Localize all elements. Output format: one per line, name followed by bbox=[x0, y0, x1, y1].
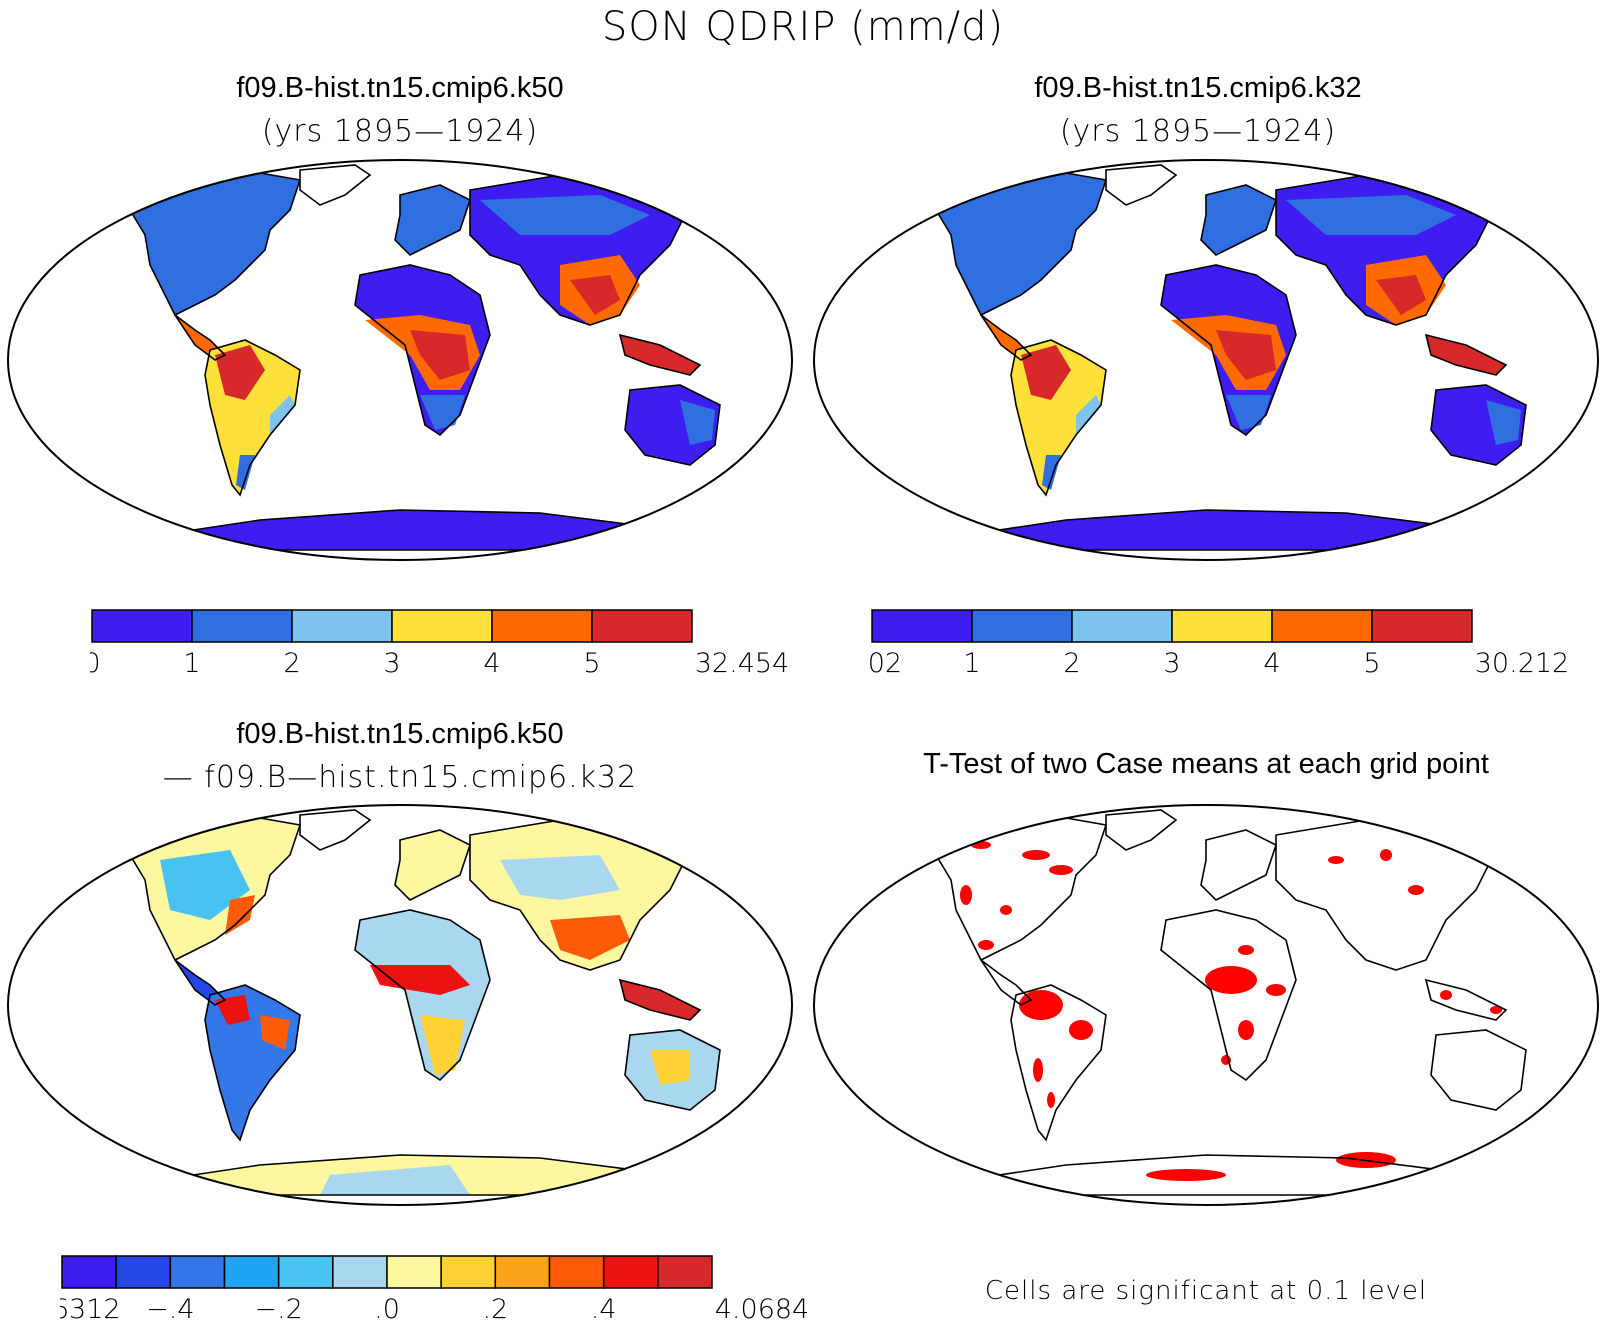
colorbar-tick-label: 3 bbox=[383, 648, 400, 679]
colorbar-box bbox=[491, 609, 593, 643]
colorbar-tick-label: .4 bbox=[591, 1294, 617, 1325]
panel1-map bbox=[0, 155, 800, 565]
panel4-title: T-Test of two Case means at each grid po… bbox=[923, 748, 1489, 780]
panel1-colorbar: 0 1 2 3 4 5 32.454 bbox=[90, 609, 789, 679]
colorbar-tick-label: 4.0684 bbox=[715, 1294, 809, 1325]
colorbar-box bbox=[494, 1255, 551, 1289]
colorbar-box bbox=[602, 1255, 659, 1289]
colorbar-tick-label: −.2 bbox=[254, 1294, 302, 1325]
colorbar-tick-label: 1 bbox=[963, 648, 980, 679]
panel4-significance-note: Cells are significant at 0.1 level bbox=[984, 1276, 1428, 1306]
colorbar-box bbox=[971, 609, 1073, 643]
panel1-subtitle: (yrs 1895—1924) bbox=[261, 114, 539, 149]
colorbar-tick-label: 32.454 bbox=[695, 648, 789, 679]
panel3-subtitle: — f09.B—hist.tn15.cmip6.k32 bbox=[162, 760, 638, 795]
colorbar-box bbox=[1271, 609, 1373, 643]
panel3-title: f09.B-hist.tn15.cmip6.k50 bbox=[236, 718, 564, 750]
panel2-subtitle: (yrs 1895—1924) bbox=[1059, 114, 1337, 149]
panel2-colorbar: .002 1 2 3 4 5 30.212 bbox=[870, 609, 1569, 679]
colorbar-tick-label: 3 bbox=[1163, 648, 1180, 679]
colorbar-box bbox=[169, 1255, 226, 1289]
colorbar-tick-label: 2 bbox=[1063, 648, 1080, 679]
colorbar-tick-label: 1 bbox=[183, 648, 200, 679]
colorbar-tick-label: 4 bbox=[1263, 648, 1280, 679]
colorbar-tick-label: .0 bbox=[374, 1294, 400, 1325]
panel3-colorbar: −2.6312 −.4 −.2 .0 .2 .4 4.0684 bbox=[60, 1255, 809, 1325]
panel4-map bbox=[806, 800, 1606, 1210]
colorbar-box bbox=[386, 1255, 442, 1289]
colorbar-tick-label: −2.6312 bbox=[60, 1294, 121, 1325]
colorbar-box bbox=[871, 609, 973, 643]
colorbar-box bbox=[277, 1255, 334, 1289]
colorbar-box bbox=[591, 609, 693, 643]
colorbar-box bbox=[332, 1255, 388, 1289]
colorbar-box bbox=[391, 609, 493, 643]
panel2-title: f09.B-hist.tn15.cmip6.k32 bbox=[1034, 72, 1362, 104]
colorbar-tick-label: 4 bbox=[483, 648, 500, 679]
figure-title: SON QDRIP (mm/d) bbox=[601, 4, 1005, 50]
colorbar-tick-label: −.4 bbox=[146, 1294, 194, 1325]
colorbar-tick-label: 30.212 bbox=[1475, 648, 1569, 679]
colorbar-box bbox=[548, 1255, 605, 1289]
colorbar-box bbox=[191, 609, 293, 643]
colorbar-box bbox=[1371, 609, 1473, 643]
panel3-map bbox=[0, 800, 800, 1210]
colorbar-box bbox=[291, 609, 393, 643]
colorbar-box bbox=[1171, 609, 1273, 643]
colorbar-box bbox=[440, 1255, 497, 1289]
colorbar-box bbox=[657, 1255, 713, 1289]
colorbar-tick-label: .002 bbox=[870, 648, 902, 679]
colorbar-box bbox=[223, 1255, 280, 1289]
colorbar-box bbox=[115, 1255, 172, 1289]
colorbar-box bbox=[1071, 609, 1173, 643]
colorbar-tick-label: .2 bbox=[482, 1294, 508, 1325]
colorbar-tick-label: 5 bbox=[1363, 648, 1380, 679]
colorbar-box bbox=[91, 609, 193, 643]
panel2-map bbox=[806, 155, 1606, 565]
colorbar-tick-label: 0 bbox=[90, 648, 101, 679]
colorbar-box bbox=[61, 1255, 117, 1289]
panel1-title: f09.B-hist.tn15.cmip6.k50 bbox=[236, 72, 564, 104]
colorbar-tick-label: 5 bbox=[583, 648, 600, 679]
colorbar-tick-label: 2 bbox=[283, 648, 300, 679]
